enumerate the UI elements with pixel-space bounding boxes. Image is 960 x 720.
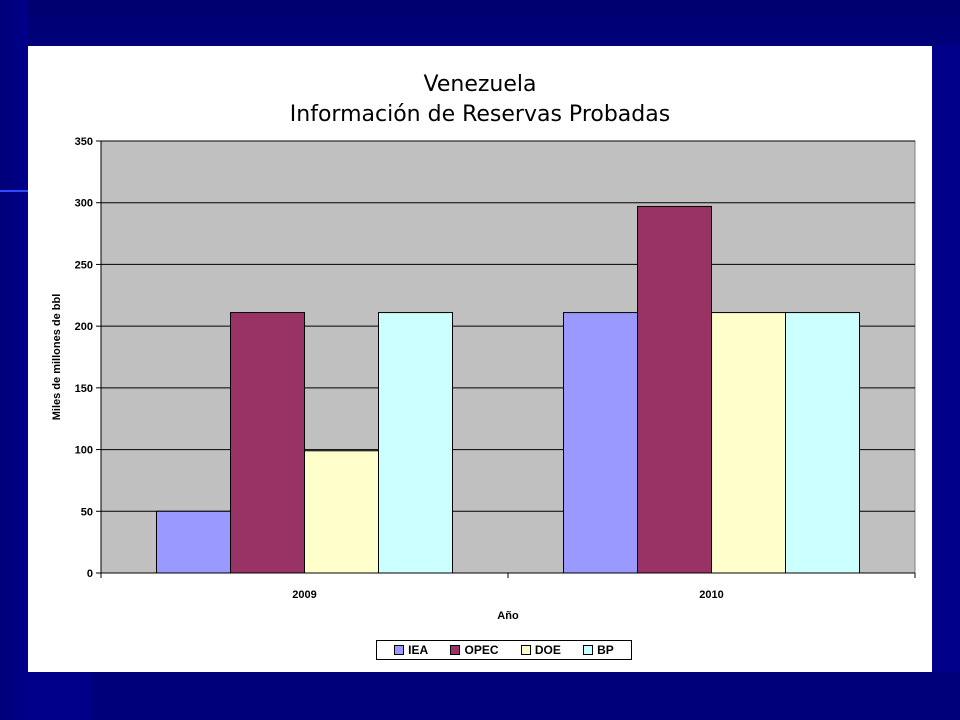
y-tick-label: 50 [81, 506, 93, 518]
legend-item-bp: BP [583, 643, 614, 657]
bar-iea-2009 [156, 510, 231, 574]
chart-title: Venezuela [423, 72, 537, 97]
y-axis-label: Miles de millones de bbl [51, 294, 63, 421]
background-band-top [0, 0, 960, 46]
legend-item-opec: OPEC [450, 643, 499, 657]
legend-label-bp: BP [597, 643, 614, 657]
bar-bp-2010 [785, 312, 860, 574]
background-band-left [0, 0, 28, 720]
bar-doe-2010 [711, 312, 786, 574]
bar-opec-2010 [637, 205, 712, 574]
bar-chart: 0 50 100 150 200 250 300 350 2009 2010 Miles de m… [51, 136, 916, 622]
chart-panel: Venezuela Información de Reservas Probad… [28, 46, 932, 672]
x-axis-label: Año [497, 610, 519, 622]
bar-opec-2009 [230, 312, 305, 574]
y-tick-label: 100 [75, 445, 93, 457]
legend-label-opec: OPEC [464, 643, 499, 657]
x-tick-label: 2010 [699, 589, 723, 601]
y-tick-label: 200 [75, 321, 93, 333]
legend-swatch-doe [520, 645, 531, 655]
x-tick-label: 2009 [292, 589, 316, 601]
legend-item-doe: DOE [520, 643, 561, 657]
background-block-bottom [92, 672, 960, 720]
y-tick-label: 150 [75, 383, 93, 395]
legend-item-iea: IEA [394, 643, 428, 657]
y-tick-label: 0 [87, 568, 93, 580]
y-tick-label: 300 [75, 198, 93, 210]
legend-swatch-bp [583, 645, 594, 655]
legend-swatch-opec [450, 645, 461, 655]
legend-swatch-iea [394, 645, 405, 655]
legend-label-doe: DOE [534, 643, 561, 657]
bar-iea-2010 [563, 312, 638, 574]
bar-doe-2009 [304, 450, 379, 574]
bar-bp-2009 [378, 312, 453, 574]
legend: IEA OPEC DOE BP [376, 640, 632, 660]
chart-subtitle: Información de Reservas Probadas [289, 102, 671, 127]
y-tick-label: 250 [75, 259, 93, 271]
y-tick-label: 350 [75, 136, 93, 148]
legend-label-iea: IEA [408, 643, 429, 657]
background-accent-line [0, 190, 30, 192]
